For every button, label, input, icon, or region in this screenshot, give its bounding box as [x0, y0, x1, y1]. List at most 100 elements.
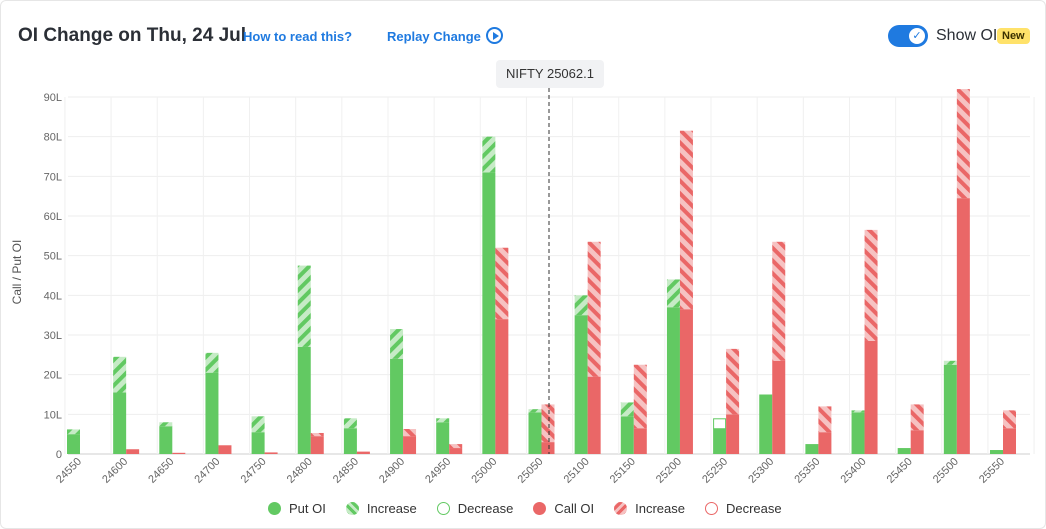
x-tick-label: 25000: [469, 456, 499, 486]
spot-price-tag: NIFTY 25062.1: [496, 60, 604, 88]
call-increase-bar: [864, 229, 878, 341]
put-oi-bar: [713, 428, 727, 454]
replay-change-link[interactable]: Replay Change: [387, 29, 481, 44]
call-oi-bar: [541, 442, 555, 454]
legend-call-increase[interactable]: Increase: [614, 501, 685, 516]
legend-put-decrease[interactable]: Decrease: [436, 501, 514, 516]
put-oi-bar: [159, 426, 173, 454]
x-tick-label: 24800: [285, 456, 315, 486]
put-increase-bar: [159, 422, 173, 427]
show-oi-toggle[interactable]: ✓: [888, 25, 928, 47]
put-increase-bar: [620, 402, 634, 417]
call-increase-bar: [726, 348, 740, 415]
call-oi-swatch: [533, 502, 547, 515]
y-tick-label: 60L: [44, 211, 62, 223]
put-oi-bar: [436, 422, 450, 454]
call-increase-bar: [495, 247, 509, 320]
call-oi-bar: [818, 432, 832, 454]
put-increase-bar: [482, 136, 496, 173]
call-decrease-swatch: [704, 502, 718, 515]
legend-label: Put OI: [289, 501, 326, 516]
put-increase-bar: [851, 410, 865, 413]
put-oi-bar: [666, 307, 680, 454]
page-title: OI Change on Thu, 24 Jul: [18, 25, 247, 46]
put-oi-bar: [943, 364, 957, 454]
x-tick-label: 25350: [792, 456, 822, 486]
x-tick-label: 25300: [746, 456, 776, 486]
call-oi-bar: [449, 448, 463, 454]
put-increase-bar: [390, 329, 404, 359]
x-tick-label: 24900: [377, 456, 407, 486]
put-increase-bar: [67, 429, 80, 435]
legend-label: Call OI: [554, 501, 595, 516]
x-tick-label: 25050: [516, 456, 546, 486]
put-oi-bar: [482, 172, 496, 454]
x-tick-label: 24600: [100, 456, 130, 486]
call-oi-bar: [910, 430, 924, 454]
call-oi-bar: [172, 452, 186, 454]
call-oi-bar: [864, 340, 878, 454]
put-increase-bar: [528, 409, 542, 413]
x-tick-label: 24950: [423, 456, 453, 486]
put-oi-bar: [851, 412, 865, 454]
call-increase-bar: [818, 406, 832, 433]
put-increase-bar: [943, 360, 957, 365]
put-oi-bar: [805, 444, 819, 454]
put-oi-bar: [759, 394, 773, 454]
call-oi-bar: [772, 360, 786, 454]
put-increase-bar: [205, 352, 219, 373]
legend-label: Increase: [635, 501, 685, 516]
chart-legend: Put OI Increase Decrease Call OI Increas…: [268, 501, 802, 516]
check-icon: ✓: [909, 28, 925, 44]
call-increase-bar: [449, 444, 463, 449]
call-increase-bar: [956, 89, 970, 199]
x-tick-label: 25450: [885, 456, 915, 486]
legend-call-decrease[interactable]: Decrease: [704, 501, 782, 516]
how-to-read-link[interactable]: How to read this?: [243, 29, 353, 44]
legend-call-oi[interactable]: Call OI: [533, 501, 594, 516]
y-tick-label: 40L: [44, 290, 62, 302]
x-tick-label: 24700: [192, 456, 222, 486]
call-oi-bar: [587, 376, 601, 454]
x-tick-label: 24850: [331, 456, 361, 486]
call-oi-bar: [679, 309, 693, 454]
y-tick-label: 10L: [44, 409, 62, 421]
legend-put-oi[interactable]: Put OI: [268, 501, 326, 516]
put-oi-bar: [574, 315, 588, 454]
call-oi-bar: [495, 319, 509, 454]
call-increase-bar: [310, 432, 324, 437]
put-oi-bar: [113, 392, 127, 454]
legend-put-increase[interactable]: Increase: [345, 501, 417, 516]
show-oi-label: Show OI: [936, 27, 998, 44]
y-tick-label: 80L: [44, 132, 62, 144]
call-increase-bar: [541, 404, 555, 443]
put-oi-bar: [897, 448, 911, 454]
put-decrease-swatch: [436, 502, 450, 515]
x-tick-label: 25150: [608, 456, 638, 486]
legend-label: Decrease: [457, 501, 514, 516]
x-tick-label: 24750: [239, 456, 269, 486]
x-tick-label: 25500: [931, 456, 961, 486]
call-oi-bar: [633, 428, 647, 454]
call-increase-bar: [633, 364, 647, 429]
put-decrease-bar: [713, 418, 727, 430]
call-increase-bar: [403, 429, 417, 437]
legend-label: Increase: [366, 501, 417, 516]
x-tick-label: 25250: [700, 456, 730, 486]
put-increase-bar: [666, 279, 680, 308]
put-oi-bar: [297, 346, 311, 454]
put-oi-bar: [67, 434, 80, 454]
call-oi-bar: [310, 436, 324, 454]
y-tick-label: 90L: [44, 92, 62, 104]
call-oi-bar: [218, 445, 232, 454]
put-increase-bar: [251, 416, 265, 433]
put-increase-bar: [113, 356, 127, 393]
play-circle-icon[interactable]: [486, 27, 503, 44]
call-oi-bar: [126, 449, 140, 454]
call-oi-bar: [356, 451, 370, 454]
call-oi-bar: [726, 414, 740, 454]
x-tick-label: 25400: [839, 456, 869, 486]
call-oi-bar: [264, 452, 278, 454]
put-oi-bar: [620, 416, 634, 454]
